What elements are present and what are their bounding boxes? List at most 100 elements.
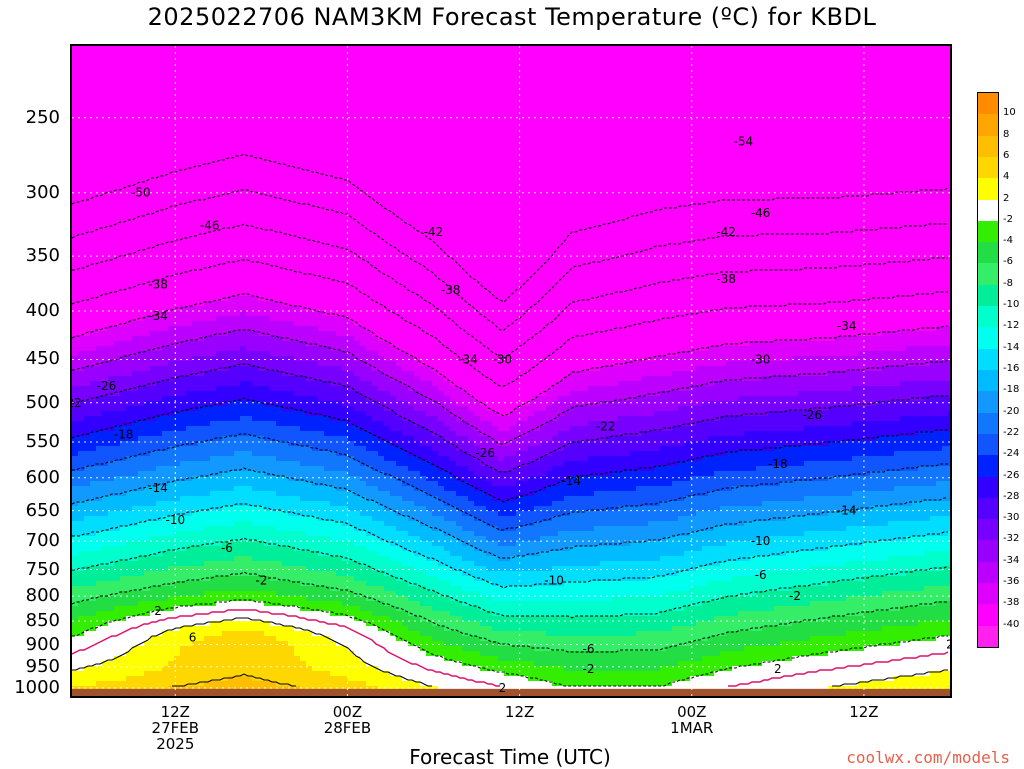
heatmap-cell <box>180 176 187 182</box>
heatmap-cell <box>120 171 127 177</box>
heatmap-cell <box>288 226 295 232</box>
heatmap-cell <box>120 161 127 167</box>
heatmap-cell <box>186 366 193 372</box>
heatmap-cell <box>264 121 271 127</box>
heatmap-cell <box>78 486 85 492</box>
heatmap-cell <box>282 226 289 232</box>
heatmap-cell <box>186 501 193 507</box>
heatmap-cell <box>186 176 193 182</box>
heatmap-cell <box>294 266 301 272</box>
heatmap-cell <box>162 96 169 102</box>
heatmap-cell <box>144 631 151 637</box>
heatmap-cell <box>108 401 115 407</box>
heatmap-cell <box>162 646 169 652</box>
heatmap-cell <box>84 516 91 522</box>
heatmap-cell <box>150 56 157 62</box>
heatmap-cell <box>114 61 121 67</box>
heatmap-cell <box>120 581 127 587</box>
heatmap-cell <box>84 676 91 682</box>
heatmap-cell <box>288 321 295 327</box>
heatmap-cell <box>150 46 157 52</box>
heatmap-cell <box>84 346 91 352</box>
heatmap-cell <box>168 256 175 262</box>
heatmap-cell <box>216 66 223 72</box>
heatmap-cell <box>126 176 133 182</box>
heatmap-cell <box>102 601 109 607</box>
heatmap-cell <box>78 181 85 187</box>
heatmap-cell <box>246 391 253 397</box>
heatmap-cell <box>180 376 187 382</box>
heatmap-cell <box>126 611 133 617</box>
heatmap-cell <box>294 86 301 92</box>
heatmap-cell <box>144 471 151 477</box>
heatmap-cell <box>294 276 301 282</box>
heatmap-cell <box>198 626 205 632</box>
heatmap-cell <box>210 241 217 247</box>
heatmap-cell <box>84 341 91 347</box>
heatmap-cell <box>252 201 259 207</box>
heatmap-cell <box>288 311 295 317</box>
heatmap-cell <box>246 166 253 172</box>
heatmap-cell <box>156 231 163 237</box>
heatmap-cell <box>132 476 139 482</box>
heatmap-cell <box>168 161 175 167</box>
heatmap-cell <box>120 501 127 507</box>
heatmap-cell <box>300 176 307 182</box>
heatmap-cell <box>222 201 229 207</box>
heatmap-cell <box>282 176 289 182</box>
heatmap-cell <box>138 121 145 127</box>
heatmap-cell <box>192 191 199 197</box>
heatmap-cell <box>96 466 103 472</box>
heatmap-cell <box>168 466 175 472</box>
heatmap-cell <box>132 291 139 297</box>
heatmap-cell <box>198 151 205 157</box>
heatmap-cell <box>198 446 205 452</box>
heatmap-cell <box>168 186 175 192</box>
heatmap-cell <box>168 356 175 362</box>
heatmap-cell <box>204 236 211 242</box>
heatmap-cell <box>120 256 127 262</box>
heatmap-cell <box>282 446 289 452</box>
heatmap-cell <box>288 496 295 502</box>
heatmap-cell <box>222 146 229 152</box>
heatmap-cell <box>180 321 187 327</box>
heatmap-cell <box>246 421 253 427</box>
heatmap-cell <box>168 486 175 492</box>
heatmap-cell <box>150 221 157 227</box>
heatmap-cell <box>138 566 145 572</box>
heatmap-cell <box>186 66 193 72</box>
heatmap-cell <box>210 636 217 642</box>
heatmap-cell <box>150 541 157 547</box>
heatmap-cell <box>264 451 271 457</box>
heatmap-cell <box>276 476 283 482</box>
heatmap-cell <box>270 91 277 97</box>
heatmap-cell <box>150 81 157 87</box>
heatmap-cell <box>90 551 97 557</box>
heatmap-cell <box>180 491 187 497</box>
heatmap-cell <box>246 546 253 552</box>
heatmap-cell <box>156 296 163 302</box>
heatmap-cell <box>204 261 211 267</box>
heatmap-cell <box>78 286 85 292</box>
heatmap-cell <box>186 171 193 177</box>
heatmap-cell <box>84 561 91 567</box>
heatmap-cell <box>72 581 79 587</box>
heatmap-cell <box>264 316 271 322</box>
heatmap-cell <box>114 156 121 162</box>
heatmap-cell <box>204 211 211 217</box>
heatmap-cell <box>150 191 157 197</box>
heatmap-cell <box>114 406 121 412</box>
heatmap-cell <box>276 191 283 197</box>
heatmap-cell <box>294 351 301 357</box>
heatmap-cell <box>96 581 103 587</box>
heatmap-cell <box>132 121 139 127</box>
heatmap-cell <box>240 71 247 77</box>
heatmap-cell <box>114 466 121 472</box>
heatmap-cell <box>288 236 295 242</box>
heatmap-cell <box>222 51 229 57</box>
heatmap-cell <box>216 246 223 252</box>
heatmap-cell <box>246 521 253 527</box>
heatmap-cell <box>240 511 247 517</box>
heatmap-cell <box>282 241 289 247</box>
heatmap-cell <box>186 206 193 212</box>
